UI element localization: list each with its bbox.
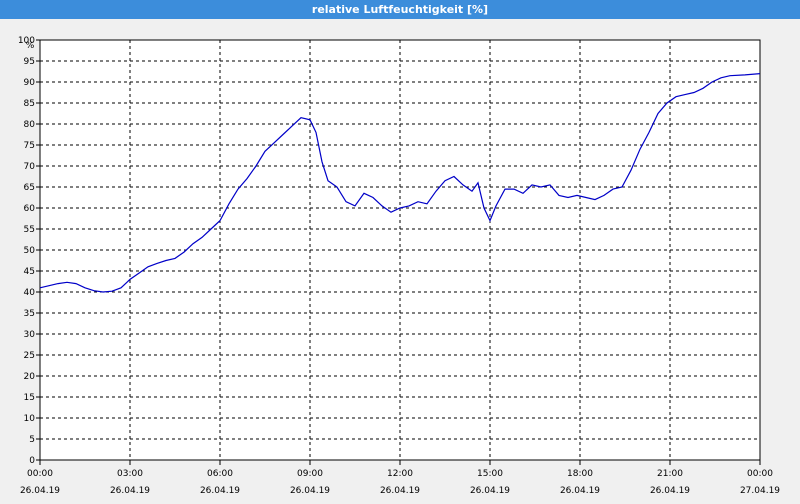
- y-tick-label: 5: [29, 435, 35, 445]
- humidity-chart: 0 5 10 15 20 25 30 35 40 45 50 55 60 65 70 75 80 85 90 95 10…: [18, 36, 781, 496]
- x-tick-time-label: 15:00: [477, 469, 503, 479]
- y-tick-label: 100: [18, 36, 35, 46]
- window-title: relative Luftfeuchtigkeit [%]: [0, 0, 800, 19]
- gridlines: [40, 39, 760, 460]
- y-tick-label: 75: [24, 141, 35, 151]
- x-tick-time-label: 06:00: [207, 469, 233, 479]
- y-tick-label: 20: [24, 372, 36, 382]
- x-tick-time-label: 09:00: [297, 469, 323, 479]
- x-tick-date-label: 26.04.19: [380, 486, 420, 496]
- y-tick-label: 30: [24, 330, 36, 340]
- y-tick-label: 40: [24, 288, 36, 298]
- y-axis-label: %: [26, 41, 35, 51]
- y-tick-label: 0: [29, 456, 35, 466]
- y-tick-label: 45: [24, 267, 35, 277]
- y-tick-label: 25: [24, 351, 35, 361]
- y-tick-label: 70: [24, 162, 36, 172]
- x-tick-time-label: 18:00: [567, 469, 593, 479]
- y-axis-ticks: 0 5 10 15 20 25 30 35 40 45 50 55 60 65 70 75 80 85 90 95 10…: [18, 36, 40, 466]
- y-tick-label: 55: [24, 225, 35, 235]
- y-tick-label: 60: [24, 204, 36, 214]
- data-series: [39, 73, 761, 293]
- humidity-series-line: [39, 73, 761, 293]
- x-tick-date-label: 26.04.19: [110, 486, 150, 496]
- x-axis-ticks: 00:00 26.04.19 03:00 26.04.19 06:00 26.04.19 0…: [20, 460, 780, 496]
- y-tick-label: 95: [24, 57, 35, 67]
- y-tick-label: 10: [24, 414, 36, 424]
- y-tick-label: 65: [24, 183, 35, 193]
- y-tick-label: 85: [24, 99, 35, 109]
- x-tick-date-label: 26.04.19: [290, 486, 330, 496]
- x-tick-date-label: 27.04.19: [740, 486, 780, 496]
- x-tick-time-label: 12:00: [387, 469, 413, 479]
- x-tick-time-label: 03:00: [117, 469, 143, 479]
- x-tick-date-label: 26.04.19: [470, 486, 510, 496]
- y-tick-label: 15: [24, 393, 35, 403]
- x-tick-time-label: 00:00: [27, 469, 53, 479]
- plot-area: 0 5 10 15 20 25 30 35 40 45 50 55 60 65 70 75 80 85 90 95 10…: [0, 19, 800, 500]
- x-tick-date-label: 26.04.19: [560, 486, 600, 496]
- x-tick-time-label: 21:00: [657, 469, 683, 479]
- x-tick-time-label: 00:00: [747, 469, 773, 479]
- y-tick-label: 50: [24, 246, 36, 256]
- y-tick-label: 80: [24, 120, 36, 130]
- y-tick-label: 35: [24, 309, 35, 319]
- x-tick-date-label: 26.04.19: [200, 486, 240, 496]
- y-tick-label: 90: [24, 78, 36, 88]
- x-tick-date-label: 26.04.19: [650, 486, 690, 496]
- x-tick-date-label: 26.04.19: [20, 486, 60, 496]
